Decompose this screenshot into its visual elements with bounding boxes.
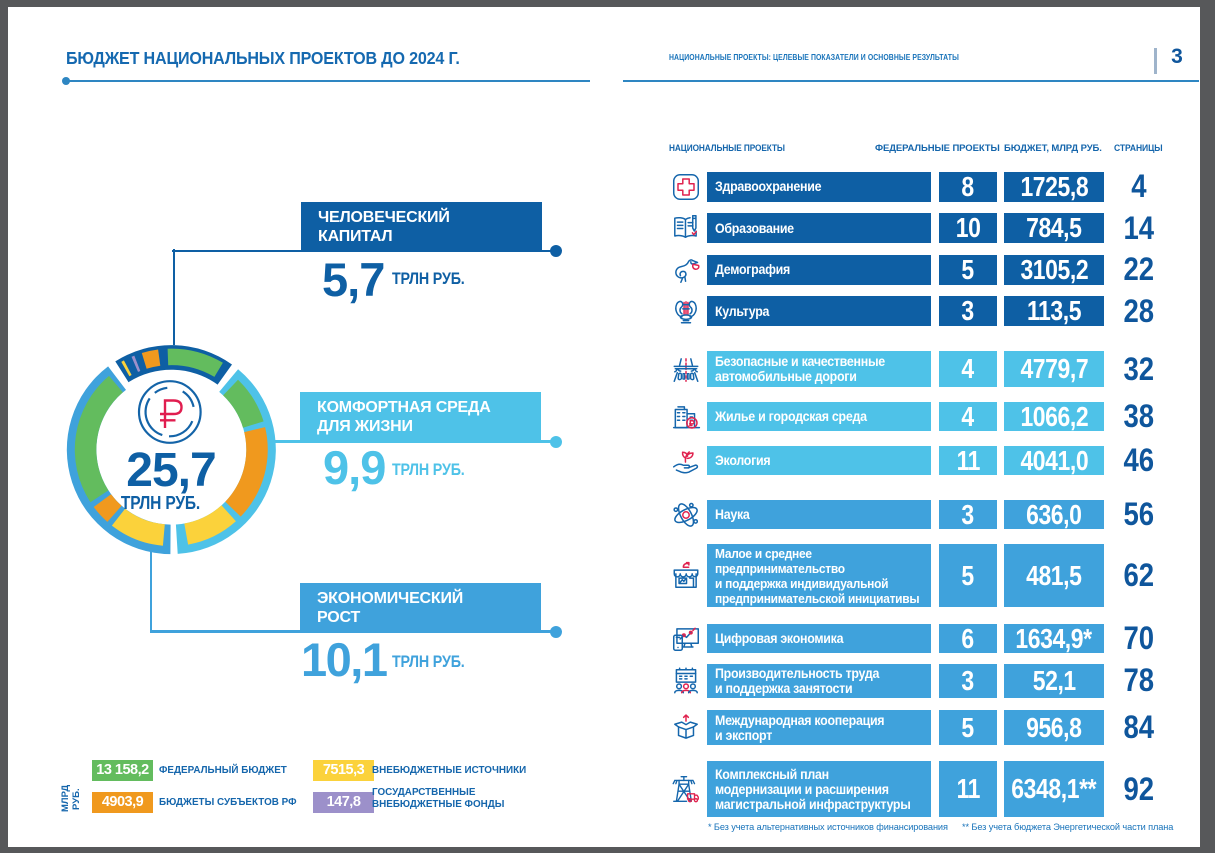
svg-text:РУБ.: РУБ.	[71, 788, 82, 810]
svg-text:МЛРД: МЛРД	[60, 785, 71, 812]
